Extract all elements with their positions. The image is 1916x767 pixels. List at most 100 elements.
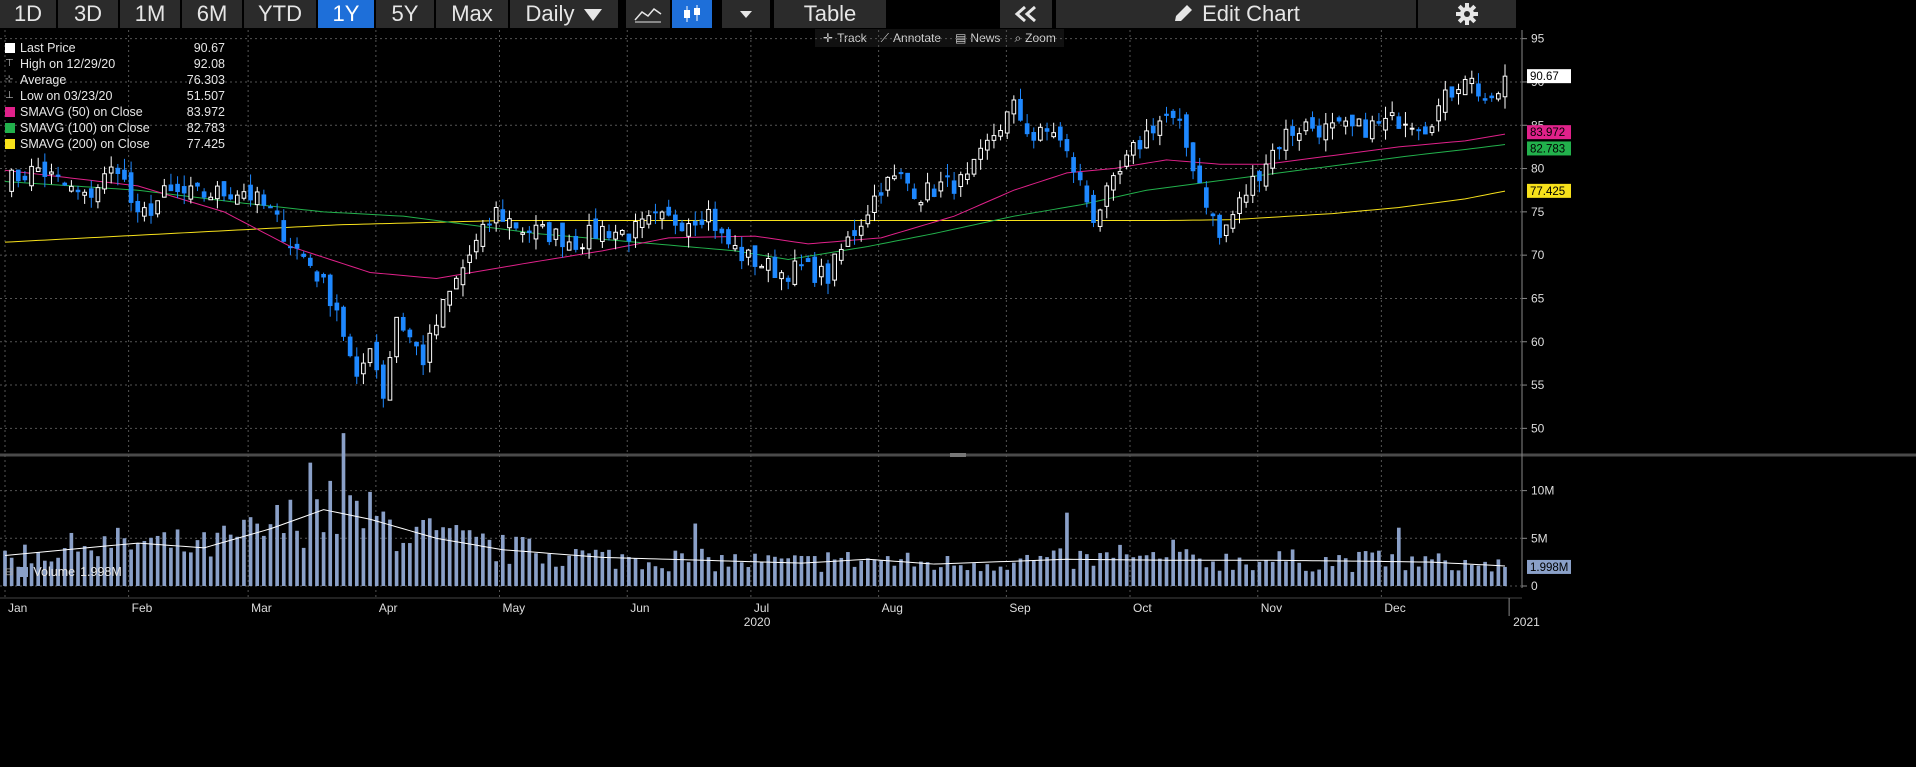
candle-body	[1409, 127, 1415, 130]
volume-bar	[208, 556, 213, 586]
volume-bar	[421, 519, 425, 586]
range-1y-button[interactable]: 1Y	[318, 0, 374, 28]
candle-body	[1277, 147, 1282, 150]
volume-bar	[600, 551, 605, 586]
volume-bar	[202, 532, 206, 586]
candle-body	[732, 244, 738, 250]
range-5y-button[interactable]: 5Y	[376, 0, 434, 28]
volume-bar	[1377, 550, 1381, 586]
candle-body	[1038, 126, 1043, 141]
zoom-tool[interactable]: ⌕ Zoom	[1014, 29, 1055, 47]
range-6m-button[interactable]: 6M	[182, 0, 242, 28]
volume-bar	[1151, 552, 1156, 586]
candle-body	[792, 260, 798, 285]
candle-body	[115, 167, 121, 174]
candle-body	[261, 194, 267, 206]
volume-bar	[540, 563, 545, 586]
legend-label: SMAVG (100) on Close	[20, 121, 150, 135]
volume-bar	[262, 535, 266, 586]
frequency-dropdown[interactable]: Daily	[510, 0, 618, 28]
volume-bar	[627, 557, 631, 586]
candle-body	[161, 185, 167, 198]
settings-button[interactable]	[1418, 0, 1516, 28]
year-label: 2021	[1513, 615, 1540, 629]
candle-body	[1416, 129, 1422, 132]
edit-chart-button[interactable]: Edit Chart	[1056, 0, 1416, 28]
candle-body	[1137, 140, 1143, 150]
candle-body	[898, 172, 904, 175]
volume-bar	[912, 566, 917, 586]
candlestick-chart-button[interactable]	[672, 0, 712, 28]
volume-bar	[640, 569, 644, 586]
legend-row: SMAVG (100) on Close 82.783	[5, 120, 225, 136]
volume-bar	[739, 562, 744, 586]
volume-bar	[149, 537, 153, 586]
volume-bar	[248, 517, 253, 586]
month-label: Sep	[1009, 601, 1031, 615]
volume-bar	[1443, 560, 1448, 586]
candle-body	[1290, 126, 1295, 136]
volume-bar	[1323, 557, 1328, 586]
volume-bar	[1436, 553, 1441, 586]
candle-body	[407, 329, 413, 338]
news-tool[interactable]: ▤ News	[955, 29, 1000, 47]
chart-options-dropdown[interactable]	[722, 0, 770, 28]
volume-bar	[646, 562, 651, 586]
candle-body	[593, 218, 599, 239]
volume-bar	[1304, 570, 1308, 586]
collapse-button[interactable]	[1000, 0, 1052, 28]
candle-body	[892, 175, 897, 180]
volume-bar	[839, 557, 844, 586]
volume-bar	[1071, 568, 1076, 586]
volume-bar	[142, 540, 147, 586]
candle-body	[1170, 110, 1176, 118]
candle-body	[307, 257, 313, 266]
legend-label: SMAVG (50) on Close	[20, 105, 143, 119]
range-max-button[interactable]: Max	[436, 0, 508, 28]
volume-bar	[587, 553, 591, 586]
candle-body	[361, 362, 366, 375]
volume-bar	[1191, 554, 1195, 586]
sma200-line	[4, 190, 1506, 243]
line-chart-icon	[634, 7, 662, 23]
range-1m-button[interactable]: 1M	[120, 0, 180, 28]
volume-bar	[1250, 570, 1255, 586]
candle-body	[327, 274, 333, 307]
range-1d-button[interactable]: 1D	[0, 0, 56, 28]
range-ytd-button[interactable]: YTD	[244, 0, 316, 28]
candle-body	[208, 196, 214, 201]
candle-body	[1316, 125, 1322, 138]
sma50-line	[4, 133, 1506, 280]
volume-bar	[474, 536, 479, 586]
range-3d-button[interactable]: 3D	[58, 0, 118, 28]
volume-bar	[1018, 558, 1023, 586]
legend-swatch	[5, 139, 15, 149]
volume-bar	[1171, 539, 1175, 586]
line-chart-button[interactable]	[626, 0, 670, 28]
month-label: Jul	[754, 601, 769, 615]
candle-body	[394, 316, 399, 358]
candle-body	[971, 158, 977, 175]
volume-bar	[1138, 555, 1142, 586]
collapse-icon[interactable]: ⊟	[5, 566, 14, 578]
candle-body	[1396, 116, 1402, 129]
candle-body	[1263, 163, 1269, 187]
price-value-label: 77.425	[1530, 186, 1565, 198]
track-tool[interactable]: ✛ Track	[823, 29, 867, 47]
candle-body	[527, 230, 532, 234]
candle-body	[619, 229, 625, 235]
table-button[interactable]: Table	[774, 0, 886, 28]
annotate-tool[interactable]: ⟋ Annotate	[881, 29, 941, 47]
candle-body	[1130, 142, 1136, 156]
volume-bar	[1085, 554, 1089, 586]
volume-bar	[1410, 556, 1414, 586]
volume-bar	[1317, 569, 1321, 586]
volume-bar	[1177, 551, 1182, 586]
volume-bar	[1197, 558, 1202, 586]
candle-body	[553, 228, 559, 240]
candle-body	[1004, 111, 1010, 134]
candle-body	[513, 222, 519, 229]
candle-body	[1250, 175, 1256, 196]
volume-bar	[1058, 548, 1063, 586]
